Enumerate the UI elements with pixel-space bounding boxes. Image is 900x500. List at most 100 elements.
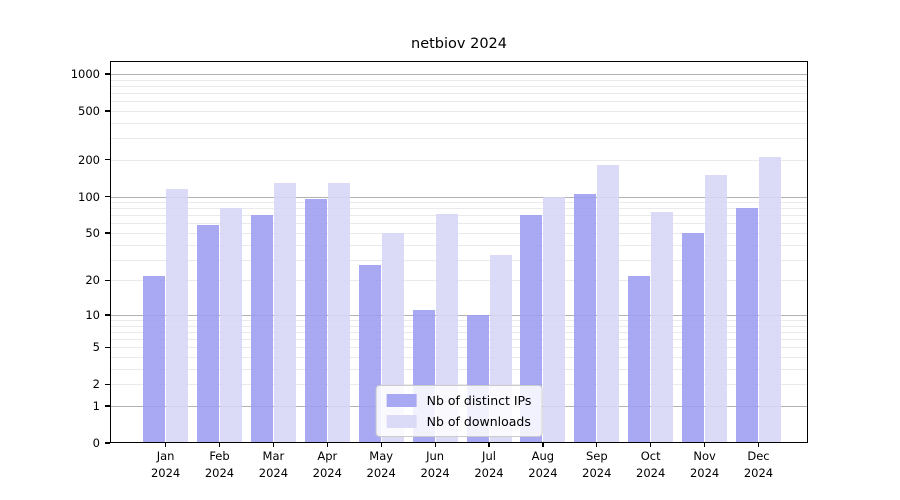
x-tick-label: Aug 2024 <box>528 449 558 480</box>
minor-gridline <box>110 208 808 210</box>
bar-nb-of-downloads-sep <box>597 165 620 443</box>
y-tick <box>105 442 110 444</box>
minor-gridline <box>110 320 808 322</box>
y-tick <box>105 405 110 407</box>
x-tick <box>380 443 382 447</box>
x-tick <box>272 443 275 447</box>
minor-gridline <box>110 280 808 282</box>
x-tick <box>434 443 436 447</box>
x-tick <box>488 443 490 447</box>
x-tick-label: Apr 2024 <box>312 449 342 480</box>
legend-swatch-downloads <box>386 415 417 428</box>
minor-gridline <box>110 325 808 327</box>
minor-gridline <box>110 339 808 341</box>
bars-layer <box>110 61 808 443</box>
y-tick <box>105 159 110 161</box>
bar-nb-of-downloads-aug <box>543 196 566 443</box>
minor-gridline <box>110 357 808 359</box>
y-tick <box>105 346 110 348</box>
x-tick-label: Jan 2024 <box>150 449 181 480</box>
bar-nb-of-distinct-ips-mar <box>250 215 273 443</box>
y-tick <box>105 110 110 112</box>
minor-gridline <box>110 384 808 386</box>
x-tick-label: Sep 2024 <box>582 449 612 480</box>
minor-gridline <box>110 101 808 103</box>
minor-gridline <box>110 138 808 140</box>
y-tick-label: 20 <box>85 273 100 288</box>
minor-gridline <box>110 233 808 234</box>
x-tick <box>704 443 706 447</box>
minor-gridline <box>110 122 808 124</box>
bar-nb-of-distinct-ips-dec <box>736 208 758 443</box>
bar-nb-of-downloads-feb <box>220 207 242 443</box>
bar-nb-of-distinct-ips-oct <box>628 275 651 443</box>
legend-label-downloads: Nb of downloads <box>426 414 531 429</box>
chart-title: netbiov 2024 <box>411 36 507 52</box>
x-tick <box>218 443 221 447</box>
bar-nb-of-distinct-ips-feb <box>197 225 219 443</box>
minor-gridline <box>110 347 808 349</box>
legend-swatch-distinct-ips <box>386 394 417 407</box>
major-gridline <box>110 314 808 317</box>
bar-nb-of-downloads-nov <box>705 175 728 443</box>
plot-area: Nb of distinct IPs Nb of downloads <box>110 61 808 443</box>
minor-gridline <box>110 244 808 246</box>
x-tick-label: Mar 2024 <box>258 449 289 480</box>
minor-gridline <box>110 331 808 333</box>
x-tick-label: Feb 2024 <box>204 449 235 480</box>
y-tick <box>105 195 110 198</box>
x-tick <box>326 443 328 447</box>
y-tick-label: 500 <box>78 103 100 118</box>
y-tick-label: 100 <box>78 189 100 204</box>
y-tick <box>105 383 110 386</box>
x-tick-label: Dec 2024 <box>743 449 774 480</box>
bar-nb-of-downloads-dec <box>759 157 781 443</box>
minor-gridline <box>110 223 808 225</box>
minor-gridline <box>110 93 808 95</box>
x-tick <box>596 443 598 447</box>
bar-nb-of-distinct-ips-sep <box>574 193 597 443</box>
minor-gridline <box>110 85 808 87</box>
x-tick-label: May 2024 <box>366 449 396 480</box>
minor-gridline <box>110 368 808 370</box>
bar-nb-of-distinct-ips-nov <box>682 233 705 443</box>
bar-nb-of-distinct-ips-apr <box>304 199 327 443</box>
y-tick-label: 5 <box>92 340 100 355</box>
minor-gridline <box>110 159 808 161</box>
legend: Nb of distinct IPs Nb of downloads <box>375 385 543 437</box>
legend-entry-downloads: Nb of downloads <box>386 414 532 429</box>
x-tick-label: Jul 2024 <box>474 449 504 480</box>
legend-entry-distinct-ips: Nb of distinct IPs <box>386 393 532 408</box>
minor-gridline <box>110 259 808 261</box>
bar-nb-of-downloads-mar <box>273 182 296 443</box>
y-tick <box>105 73 110 75</box>
x-tick <box>165 443 167 447</box>
y-tick-label: 0 <box>92 436 100 450</box>
y-tick-label: 10 <box>85 307 100 322</box>
bar-nb-of-distinct-ips-jan <box>143 275 166 443</box>
x-tick-label: Jun 2024 <box>420 449 450 480</box>
y-tick-label: 50 <box>85 226 100 240</box>
bar-nb-of-distinct-ips-may <box>358 265 381 443</box>
bar-nb-of-downloads-apr <box>327 182 350 443</box>
major-gridline <box>110 74 808 76</box>
minor-gridline <box>110 79 808 81</box>
x-tick <box>757 443 760 447</box>
x-tick-label: Nov 2024 <box>689 449 720 480</box>
minor-gridline <box>110 202 808 204</box>
x-tick <box>650 443 652 447</box>
y-tick-label: 1 <box>92 398 100 413</box>
y-tick <box>105 314 110 316</box>
y-tick-label: 2 <box>92 377 100 392</box>
bar-nb-of-downloads-jan <box>166 189 189 443</box>
major-gridline <box>110 196 808 198</box>
legend-label-distinct-ips: Nb of distinct IPs <box>426 393 532 408</box>
y-tick <box>105 232 110 234</box>
x-tick-label: Oct 2024 <box>636 449 666 480</box>
y-tick <box>105 279 110 282</box>
grid-layer <box>110 61 808 443</box>
minor-gridline <box>110 110 808 112</box>
bar-nb-of-downloads-oct <box>651 211 674 443</box>
y-tick-label: 200 <box>78 152 100 167</box>
